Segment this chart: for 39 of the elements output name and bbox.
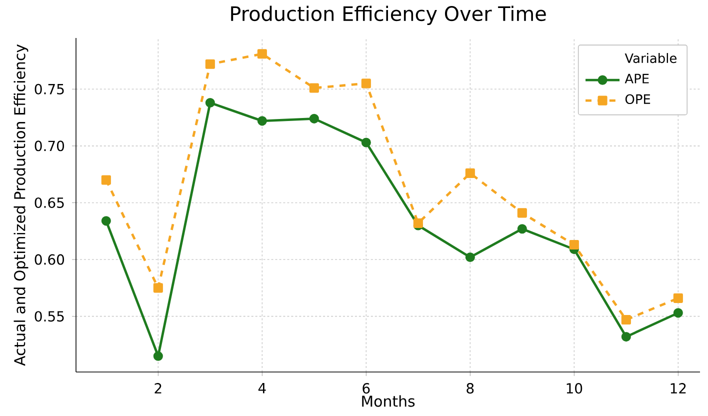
point (257, 116, 267, 126)
y-tick-label: 0.70 (34, 140, 64, 152)
point (361, 138, 371, 148)
point (673, 293, 683, 303)
y-tick-label: 0.60 (34, 254, 64, 265)
point (413, 218, 423, 228)
x-tick-label: 2 (154, 383, 162, 394)
point (465, 252, 475, 262)
legend-label: APE (624, 74, 649, 84)
point (465, 168, 475, 178)
x-tick-label: 10 (566, 383, 582, 394)
legend-label: OPE (625, 94, 650, 104)
point (569, 240, 579, 250)
chart-title: Production Efficiency Over Time (231, 6, 546, 26)
y-tick-label: 0.65 (34, 197, 64, 208)
x-tick-label: 12 (670, 383, 686, 394)
point (101, 216, 111, 226)
legend-title: Variable (624, 53, 676, 64)
point (101, 175, 111, 185)
point (257, 49, 267, 59)
point (205, 98, 215, 108)
point (153, 283, 163, 293)
y-tick-label: 0.75 (34, 84, 64, 94)
point (517, 224, 527, 234)
point (309, 114, 319, 124)
x-tick-label: 4 (258, 383, 266, 394)
y-axis-title: Actual and Optimized Production Efficiency (14, 44, 28, 366)
point (309, 83, 319, 93)
x-tick-label: 6 (362, 383, 370, 394)
point (205, 59, 215, 69)
point (517, 208, 527, 218)
point (621, 332, 631, 342)
point (673, 308, 683, 318)
y-tick-label: 0.55 (34, 311, 64, 322)
point (621, 314, 631, 325)
x-axis-title: Months (362, 395, 415, 407)
x-tick-label: 8 (466, 383, 474, 394)
point (153, 351, 163, 361)
point (361, 78, 371, 88)
